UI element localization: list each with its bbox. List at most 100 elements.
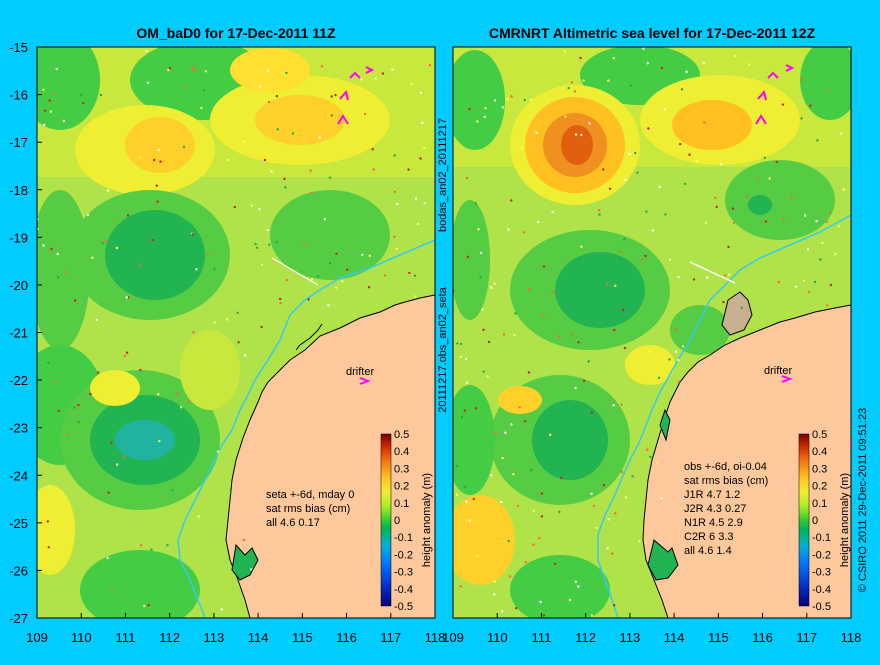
obs-dot <box>423 146 426 150</box>
obs-dot <box>570 81 574 84</box>
obs-dot <box>414 295 417 298</box>
left-map-panel: OM_baD0 for 17-Dec-2011 11Z <box>9 25 445 645</box>
obs-dot <box>455 464 458 468</box>
obs-dot <box>57 276 60 279</box>
obs-dot <box>683 182 687 186</box>
obs-dot <box>204 70 207 73</box>
obs-dot <box>625 496 628 499</box>
obs-dot <box>501 610 504 613</box>
obs-dot <box>794 285 798 288</box>
obs-dot <box>115 463 119 466</box>
left-annotation-line-3: all 4.6 0.17 <box>266 517 320 529</box>
obs-dot <box>669 258 672 261</box>
obs-dot <box>372 168 375 171</box>
obs-dot <box>782 217 785 221</box>
obs-dot <box>268 243 271 246</box>
obs-dot <box>89 392 92 396</box>
right-drifter-label: drifter <box>764 365 792 377</box>
obs-dot <box>456 342 459 345</box>
obs-dot <box>468 107 471 111</box>
obs-dot <box>813 280 817 284</box>
obs-dot <box>549 433 552 436</box>
obs-dot <box>188 400 191 403</box>
obs-dot <box>197 515 200 518</box>
obs-dot <box>147 604 150 607</box>
x-tick-label: 114 <box>248 630 269 645</box>
obs-dot <box>361 253 364 257</box>
colorbar-tick-label: -0.2 <box>394 549 413 561</box>
obs-dot <box>216 450 220 453</box>
left-drifter-label: drifter <box>346 366 374 378</box>
obs-dot <box>91 256 94 259</box>
obs-dot <box>176 392 179 396</box>
obs-dot <box>191 233 194 236</box>
obs-dot <box>465 176 469 180</box>
obs-dot <box>110 441 113 444</box>
obs-dot <box>486 375 489 378</box>
obs-dot <box>803 214 807 217</box>
obs-dot <box>57 409 60 413</box>
colorbar-tick-label: -0.4 <box>812 584 831 596</box>
obs-dot <box>48 99 51 102</box>
obs-dot <box>275 94 279 98</box>
obs-dot <box>330 95 333 98</box>
right-map-panel: CMRNRT Altimetric sea level for 17-Dec-2… <box>442 25 861 645</box>
obs-dot <box>819 258 822 261</box>
left-arrow-markers <box>337 66 375 385</box>
obs-dot <box>50 247 53 250</box>
obs-dot <box>466 255 469 258</box>
obs-dot <box>537 220 540 224</box>
colorbar-tick-label: 0.3 <box>812 463 827 475</box>
right-height-field <box>453 47 851 618</box>
obs-dot <box>62 119 66 123</box>
left-colorbar-labels: 0.5 0.4 0.3 0.2 0.1 0 -0.1 -0.2 -0.3 -0.4 -0.5 <box>394 429 413 613</box>
obs-dot <box>577 585 580 588</box>
obs-dot <box>663 108 666 111</box>
obs-dot <box>620 470 624 474</box>
obs-dot <box>213 321 216 324</box>
obs-dot <box>490 286 493 289</box>
obs-dot <box>367 286 371 289</box>
colorbar-tick-label: 0.2 <box>394 481 409 493</box>
obs-dot <box>501 456 504 460</box>
obs-dot <box>629 84 633 87</box>
obs-dot <box>86 213 90 217</box>
y-tick-label: -19 <box>9 230 28 245</box>
obs-dot <box>613 604 616 607</box>
obs-dot <box>535 131 538 134</box>
obs-dot <box>242 140 245 143</box>
obs-dot <box>508 575 512 578</box>
obs-dot <box>590 492 593 495</box>
obs-dot <box>510 199 513 202</box>
obs-dot <box>607 79 610 82</box>
obs-dot <box>628 152 631 156</box>
obs-dot <box>620 403 623 406</box>
x-tick-label: 117 <box>380 630 401 645</box>
obs-dot <box>597 209 601 212</box>
obs-dot <box>328 262 332 265</box>
obs-dot <box>407 168 410 171</box>
obs-dot <box>220 608 223 611</box>
obs-dot <box>621 308 625 312</box>
obs-dot <box>746 195 749 198</box>
obs-dot <box>278 297 282 301</box>
obs-dot <box>821 241 824 245</box>
obs-dot <box>647 127 650 130</box>
obs-dot <box>335 252 338 255</box>
obs-dot <box>529 98 533 102</box>
obs-dot <box>679 142 682 146</box>
colorbar-tick-label: -0.3 <box>812 567 831 579</box>
obs-dot <box>43 123 46 127</box>
obs-dot <box>479 275 482 279</box>
obs-dot <box>692 278 696 281</box>
obs-dot <box>479 251 483 255</box>
obs-dot <box>807 291 811 294</box>
obs-dot <box>657 376 661 379</box>
obs-dot <box>138 155 142 159</box>
left-obs-dots <box>37 49 432 611</box>
obs-dot <box>42 88 45 92</box>
obs-dot <box>624 178 627 182</box>
obs-dot <box>423 202 426 205</box>
colorbar-tick-label: -0.4 <box>394 584 413 596</box>
